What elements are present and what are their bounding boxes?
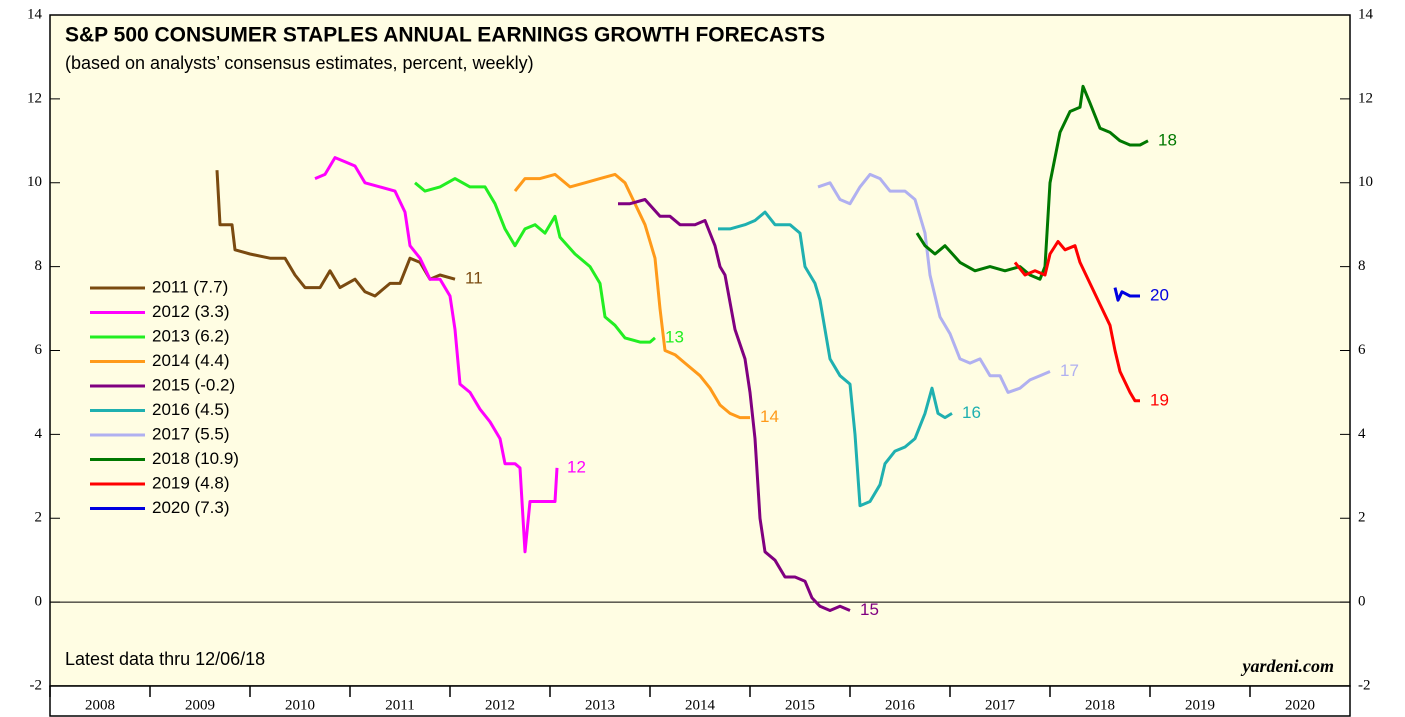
x-tick-label: 2008: [85, 697, 115, 713]
x-tick-label: 2015: [785, 697, 815, 713]
legend-label: 2018 (10.9): [152, 449, 239, 468]
source: yardeni.com: [1241, 656, 1335, 676]
legend-label: 2020 (7.3): [152, 498, 230, 517]
end-label: 20: [1150, 285, 1169, 304]
plot-area: [49, 14, 1351, 687]
y-tick-label: 4: [35, 426, 43, 442]
y2-tick-label: 8: [1358, 258, 1366, 274]
x-tick-label: 2011: [385, 697, 414, 713]
x-axis-band: [49, 685, 1351, 717]
y2-tick-label: 12: [1358, 90, 1373, 106]
end-label: 15: [860, 600, 879, 619]
x-tick-label: 2019: [1185, 697, 1215, 713]
x-tick-label: 2018: [1085, 697, 1115, 713]
end-label: 16: [962, 403, 981, 422]
x-tick-label: 2016: [885, 697, 916, 713]
x-tick-label: 2013: [585, 697, 615, 713]
chart-title: S&P 500 CONSUMER STAPLES ANNUAL EARNINGS…: [65, 24, 825, 47]
legend-label: 2015 (-0.2): [152, 375, 235, 394]
x-tick-label: 2017: [985, 697, 1016, 713]
series-line: [414, 177, 656, 344]
x-tick-label: 2010: [285, 697, 315, 713]
y2-tick-label: 4: [1358, 426, 1366, 442]
y-tick-label: 6: [35, 342, 43, 358]
end-label: 17: [1060, 361, 1079, 380]
legend-label: 2017 (5.5): [152, 424, 230, 443]
series-line: [817, 172, 1051, 394]
legend-label: 2012 (3.3): [152, 302, 230, 321]
y2-tick-label: 10: [1358, 174, 1373, 190]
end-label: 13: [665, 327, 684, 346]
x-tick-label: 2009: [185, 697, 215, 713]
end-label: 12: [567, 457, 586, 476]
subtitle: (based on analysts’ consensus estimates,…: [65, 53, 534, 73]
series-line: [1013, 240, 1140, 403]
x-tick-label: 2012: [485, 697, 515, 713]
x-tick-label: 2020: [1285, 697, 1315, 713]
y2-tick-label: 0: [1358, 594, 1366, 610]
legend-label: 2014 (4.4): [152, 351, 230, 370]
series-line: [718, 210, 953, 508]
end-label: 18: [1158, 130, 1177, 149]
y2-tick-label: -2: [1358, 677, 1371, 693]
series-line: [915, 84, 1149, 281]
y-tick-label: 10: [27, 174, 42, 190]
end-label: 19: [1150, 390, 1169, 409]
series-line: [1113, 287, 1140, 302]
series-line: [513, 172, 750, 420]
y-tick-label: 8: [35, 258, 43, 274]
note: Latest data thru 12/06/18: [65, 649, 265, 669]
y-tick-label: 0: [35, 594, 43, 610]
series-line: [215, 170, 456, 298]
legend-label: 2016 (4.5): [152, 400, 230, 419]
legend-label: 2019 (4.8): [152, 473, 230, 492]
series-line: [618, 198, 851, 612]
y2-tick-label: 2: [1358, 510, 1366, 526]
y2-tick-label: 14: [1358, 6, 1374, 22]
end-label: 11: [465, 269, 483, 288]
y-tick-label: 14: [27, 6, 43, 22]
end-label: 14: [760, 407, 779, 426]
y-tick-label: 2: [35, 510, 43, 526]
y-tick-label: -2: [30, 677, 43, 693]
x-tick-label: 2014: [685, 697, 716, 713]
legend-label: 2011 (7.7): [152, 277, 228, 296]
y2-tick-label: 6: [1358, 342, 1366, 358]
series-line: [314, 156, 559, 554]
legend-label: 2013 (6.2): [152, 326, 230, 345]
y-tick-label: 12: [27, 90, 42, 106]
